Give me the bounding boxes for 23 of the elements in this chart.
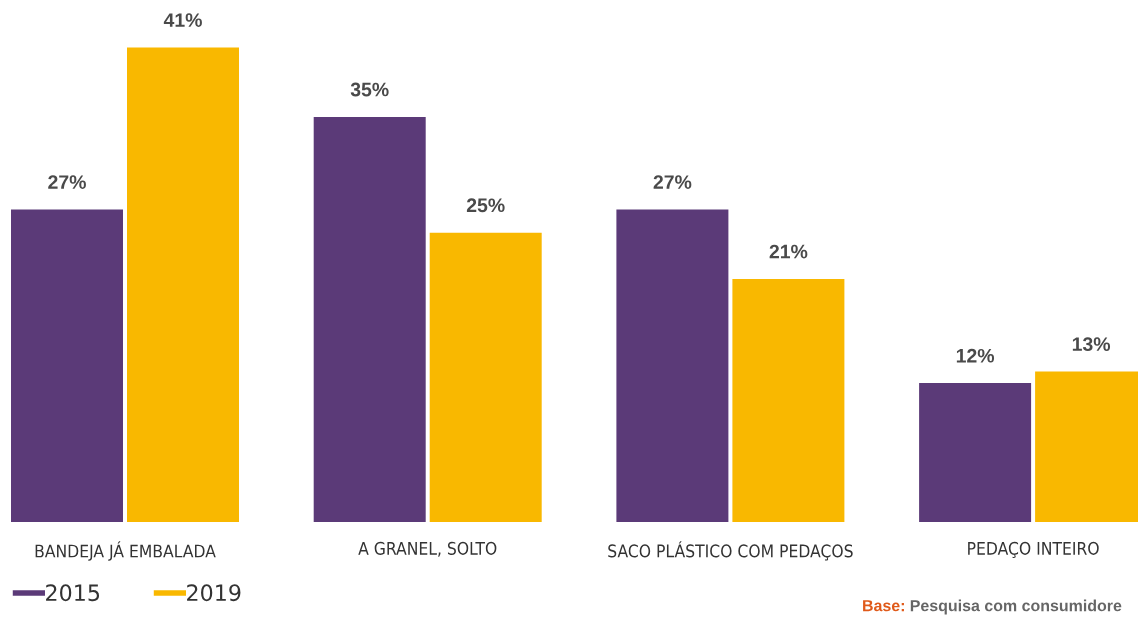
x-tick-label: SACO PLÁSTICO COM PEDAÇOS (608, 541, 853, 561)
bar (11, 209, 123, 522)
data-label: 27% (653, 175, 692, 189)
bar (919, 383, 1032, 522)
text: Base: (863, 600, 904, 612)
bar (732, 278, 845, 522)
bar (429, 232, 542, 522)
legend-label: 2015 (46, 584, 100, 602)
bar (313, 116, 426, 522)
data-label: 21% (769, 244, 808, 259)
bar (616, 209, 729, 522)
data-label: 27% (48, 175, 86, 189)
bar (127, 47, 239, 522)
x-tick-label: PEDAÇO INTEIRO (968, 541, 1099, 558)
data-label: 13% (1072, 337, 1111, 352)
x-tick-label: A GRANEL, SOLTO (358, 541, 497, 557)
legend-label: 2019 (187, 584, 241, 602)
text: Pesquisa com consumidore (910, 599, 1122, 615)
x-tick-label: BANDEJA JÁ EMBALADA (35, 541, 216, 561)
data-label: 41% (163, 13, 202, 27)
data-label: 12% (956, 348, 995, 363)
data-label: 35% (350, 82, 389, 97)
data-label: 25% (466, 198, 505, 213)
